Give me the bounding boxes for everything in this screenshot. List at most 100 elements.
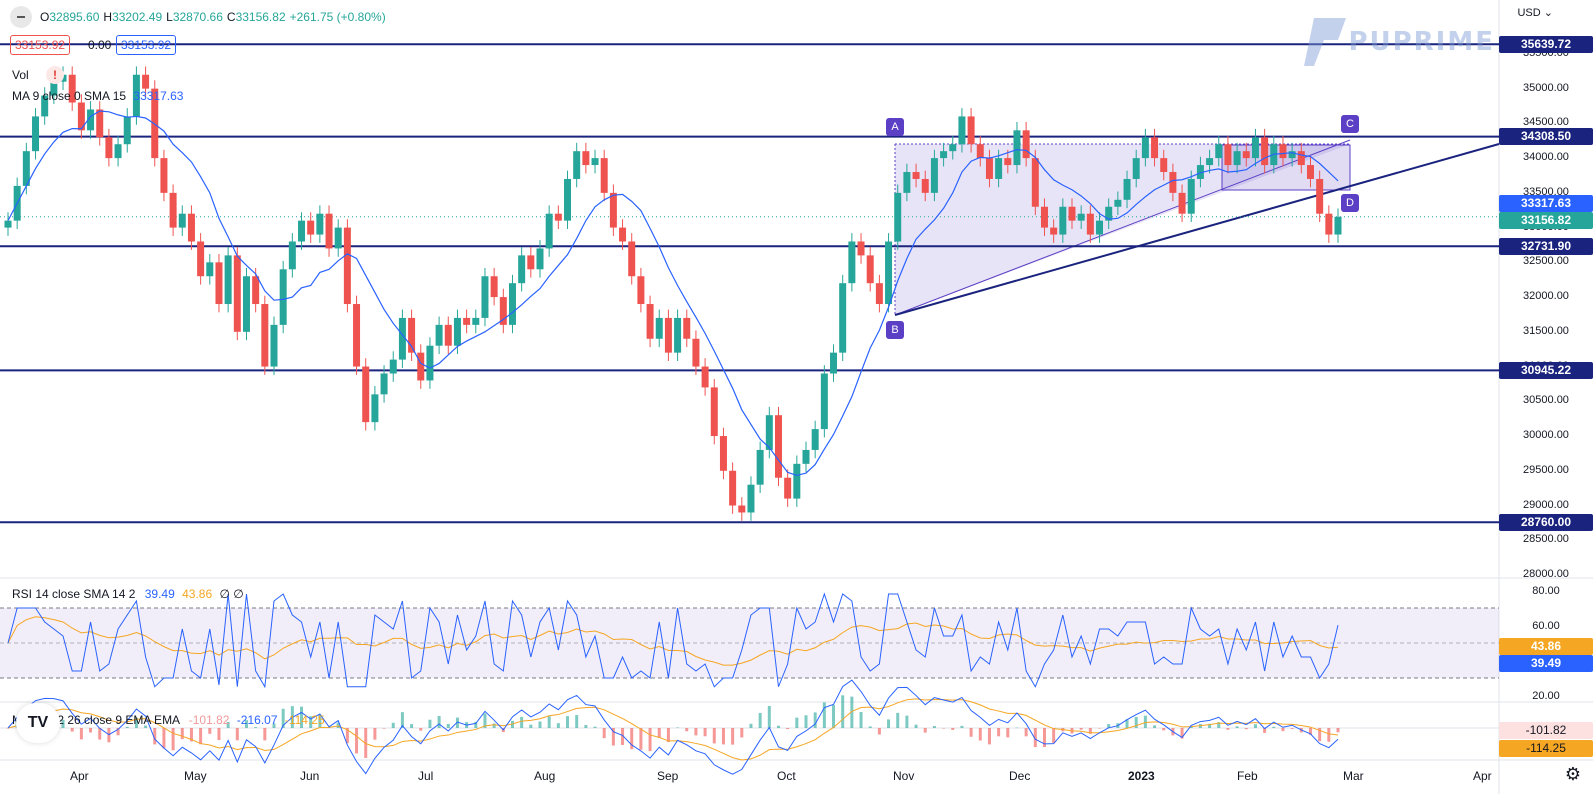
candle xyxy=(866,247,874,292)
sell-price-button[interactable]: 33153.92 xyxy=(10,35,71,55)
rsi-sma-tag: 43.86 xyxy=(1499,638,1593,655)
candle xyxy=(719,427,727,480)
price-tick: 35000.00 xyxy=(1523,81,1569,94)
macd-hist-bar xyxy=(786,728,790,730)
time-axis[interactable]: Apr May Jun Jul Aug Sep Oct Nov Dec 2023 Feb Mar Apr xyxy=(0,760,1499,794)
macd-hist-bar xyxy=(125,726,129,728)
volume-legend[interactable]: Vol ! xyxy=(12,66,65,84)
candle-body xyxy=(1187,178,1195,214)
candle-body xyxy=(453,317,461,346)
candle-body xyxy=(793,463,801,499)
candle-body xyxy=(1325,213,1333,235)
candle-body xyxy=(1242,151,1250,159)
macd-hist-bar xyxy=(89,728,93,733)
low-key: L xyxy=(166,10,173,24)
rsi-legend[interactable]: RSI 14 close SMA 14 2 39.49 43.86 ∅ ∅ xyxy=(12,587,244,601)
rsi-label: RSI 14 close SMA 14 2 xyxy=(12,587,136,601)
macd-hist-bar xyxy=(676,727,680,728)
candle-body xyxy=(930,158,938,193)
macd-hist-bar xyxy=(1079,728,1083,730)
candle xyxy=(398,309,406,368)
ma-legend[interactable]: MA 9 close 0 SMA 15 33317.63 xyxy=(12,89,183,103)
macd-hist-bar xyxy=(547,716,551,728)
brand-name: PUPRIME xyxy=(1348,27,1495,57)
month-label: Feb xyxy=(1237,769,1258,783)
currency-selector[interactable]: USD ⌄ xyxy=(1517,6,1553,19)
close-value: 33156.82 xyxy=(235,10,286,24)
gear-icon[interactable]: ⚙ xyxy=(1564,764,1581,784)
candle-body xyxy=(32,116,40,152)
tradingview-logo[interactable]: TV xyxy=(16,703,60,743)
month-label: Apr xyxy=(70,769,89,783)
ma-line xyxy=(7,110,1339,477)
macd-hist-bar xyxy=(483,713,487,728)
month-label: Mar xyxy=(1343,769,1364,783)
buy-price-button[interactable]: 33153.92 xyxy=(116,35,177,55)
candle xyxy=(1050,219,1058,243)
macd-hist-bar xyxy=(896,712,900,728)
candle xyxy=(123,108,131,153)
warning-icon[interactable]: ! xyxy=(46,66,65,84)
candle xyxy=(637,267,645,313)
candle-body xyxy=(1206,158,1214,166)
candle xyxy=(1334,208,1342,243)
price-tick: 33500.00 xyxy=(1523,185,1569,198)
candle xyxy=(435,316,443,355)
candle xyxy=(793,455,801,507)
candle-body xyxy=(1123,178,1131,200)
candle xyxy=(527,247,535,278)
candle-body xyxy=(940,151,948,159)
candle xyxy=(178,205,186,236)
candle xyxy=(949,135,957,160)
candle-body xyxy=(921,178,929,193)
candle-body xyxy=(197,241,205,277)
candle-body xyxy=(334,227,342,249)
candle xyxy=(1325,205,1333,243)
candle-body xyxy=(261,304,269,367)
price-axis[interactable]: 35500.00 35000.00 34500.00 34000.00 33500.00… xyxy=(1499,0,1593,580)
candle xyxy=(96,101,104,146)
candle-body xyxy=(1288,151,1296,159)
macd-hist-bar xyxy=(648,728,652,752)
macd-hist-bar xyxy=(960,725,964,728)
candle xyxy=(32,108,40,160)
last-price-tag: 33156.82 xyxy=(1499,212,1593,229)
macd-hist-bar xyxy=(703,728,707,737)
candle xyxy=(985,149,993,188)
candle-body xyxy=(1068,206,1076,221)
candle xyxy=(169,184,177,236)
macd-hist-bar xyxy=(666,728,670,743)
macd-hist-bar xyxy=(61,719,65,728)
macd-hist-bar xyxy=(538,721,542,728)
ma-label: MA 9 close 0 SMA 15 xyxy=(12,89,127,103)
candle-body xyxy=(380,373,388,395)
candle xyxy=(1096,212,1104,243)
candle xyxy=(1160,149,1168,181)
candle-body xyxy=(105,137,113,159)
price-tick: 29000.00 xyxy=(1523,498,1569,511)
collapse-legend-button[interactable] xyxy=(10,6,32,28)
rsi-sma-value: 43.86 xyxy=(182,587,213,601)
candle xyxy=(114,135,122,167)
candle xyxy=(784,469,792,507)
candle xyxy=(554,205,562,229)
candle-body xyxy=(830,352,838,374)
macd-signal-value: -114.25 xyxy=(284,713,325,727)
candle-body xyxy=(802,449,810,464)
candle xyxy=(564,170,572,229)
candle xyxy=(325,205,333,257)
candle xyxy=(215,254,223,313)
macd-hist-bar xyxy=(419,728,423,731)
macd-hist-bar xyxy=(1308,728,1312,735)
macd-hist-bar xyxy=(1042,728,1046,748)
macd-hist-bar xyxy=(281,708,285,728)
candle xyxy=(68,66,76,111)
candle xyxy=(298,212,306,250)
open-value: 32895.60 xyxy=(49,10,100,24)
macd-hist-bar xyxy=(621,728,625,745)
candle-body xyxy=(1151,137,1159,159)
candle xyxy=(1141,128,1149,167)
candle-body xyxy=(747,484,755,513)
macd-hist-bar xyxy=(942,728,946,729)
